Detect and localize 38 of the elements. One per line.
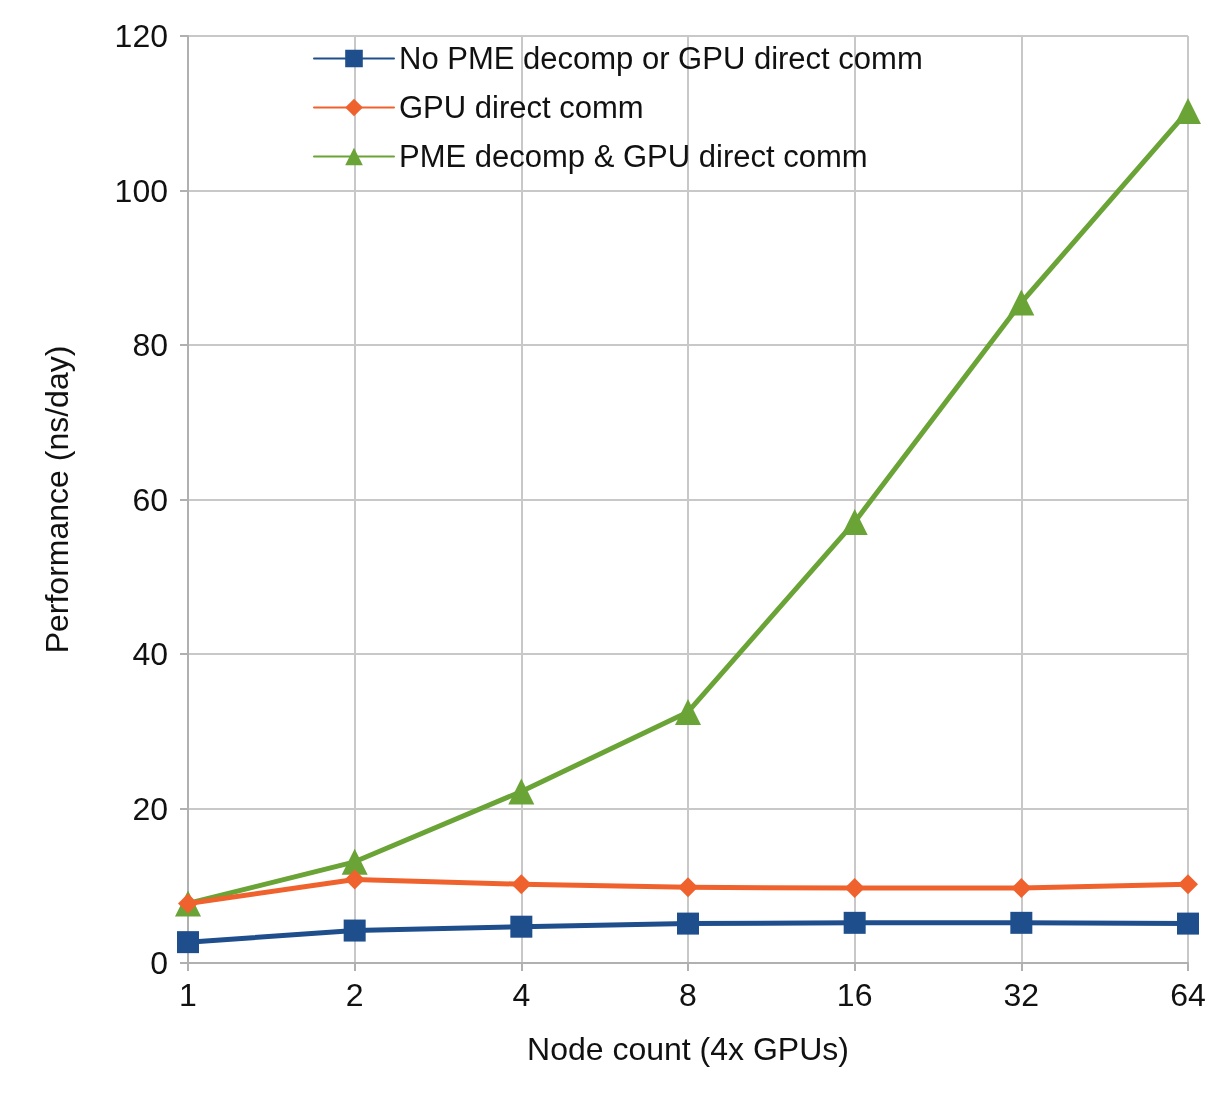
x-tick-label: 16 — [836, 977, 873, 1013]
point — [341, 848, 368, 875]
y-tick-label: 100 — [114, 172, 168, 209]
point — [1010, 911, 1033, 934]
legend-label: GPU direct comm — [399, 90, 644, 125]
x-axis-title: Node count (4x GPUs) — [527, 1031, 849, 1067]
point — [1178, 874, 1198, 895]
y-tick-label: 0 — [150, 945, 168, 981]
point — [1008, 289, 1035, 316]
y-tick-label: 20 — [132, 790, 168, 827]
point — [677, 912, 699, 935]
y-tick-label: 60 — [132, 481, 168, 518]
point — [1175, 97, 1201, 124]
point — [508, 778, 535, 805]
point — [841, 508, 868, 535]
point — [1011, 878, 1032, 899]
point — [1177, 912, 1199, 935]
x-tick-label: 2 — [345, 977, 364, 1013]
x-tick-label: 4 — [512, 977, 531, 1013]
legend-label: PME decomp & GPU direct comm — [399, 139, 868, 174]
y-tick-label: 40 — [132, 636, 168, 672]
x-tick-label: 1 — [179, 977, 197, 1013]
x-tick-label: 8 — [679, 977, 697, 1013]
x-tick-label: 32 — [1003, 977, 1040, 1013]
point — [343, 919, 366, 942]
point — [844, 878, 865, 899]
point — [843, 911, 866, 934]
point — [511, 874, 532, 895]
y-tick-label: 80 — [132, 327, 168, 363]
y-tick-label: 120 — [114, 18, 168, 54]
point — [177, 931, 199, 954]
point — [344, 869, 365, 890]
point — [510, 915, 533, 938]
point — [678, 877, 698, 898]
point — [675, 698, 701, 725]
legend-label: No PME decomp or GPU direct comm — [399, 41, 923, 76]
y-axis-title: Performance (ns/day) — [39, 345, 75, 654]
x-tick-label: 64 — [1170, 977, 1206, 1013]
